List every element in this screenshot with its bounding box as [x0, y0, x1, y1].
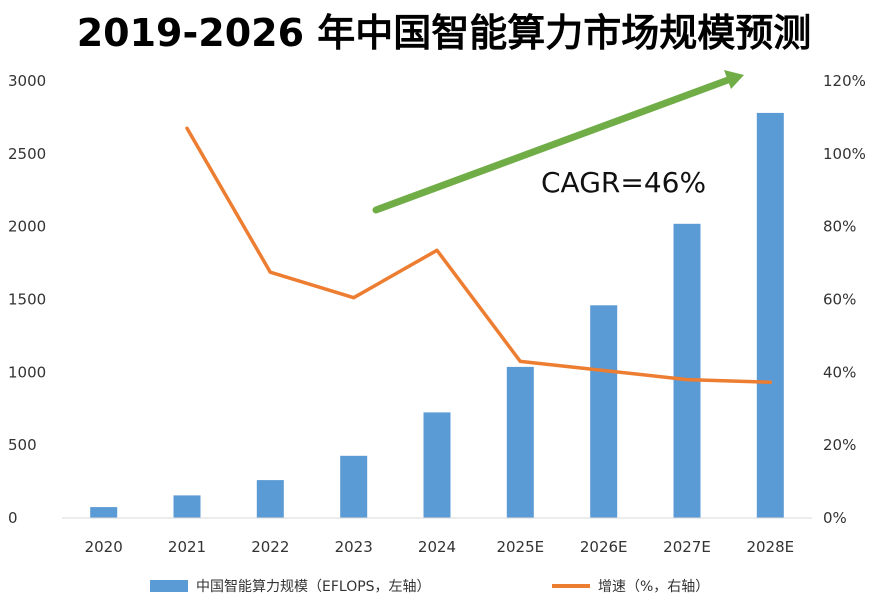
chart-title: 2019-2026 年中国智能算力市场规模预测: [76, 11, 812, 55]
left-tick-label: 2000: [8, 218, 46, 236]
bar-2028E: [756, 112, 784, 519]
legend: 中国智能算力规模（EFLOPS，左轴） 增速（%，右轴）: [0, 576, 888, 602]
x-tick-label: 2024: [418, 538, 456, 556]
right-tick-label: 40%: [823, 363, 856, 381]
x-tick-label: 2020: [85, 538, 123, 556]
left-tick-label: 1500: [8, 291, 46, 309]
legend-swatch-line: [552, 584, 590, 588]
bar-2023: [340, 455, 368, 518]
x-tick-label: 2025E: [496, 538, 544, 556]
x-tick-label: 2028E: [746, 538, 794, 556]
bar-2025E: [506, 366, 534, 518]
legend-item-growth: 增速（%，右轴）: [552, 576, 709, 596]
left-tick-label: 1000: [8, 363, 46, 381]
cagr-label: CAGR=46%: [541, 166, 706, 199]
right-tick-label: 0%: [823, 509, 847, 527]
right-tick-label: 60%: [823, 291, 856, 309]
right-tick-label: 80%: [823, 218, 856, 236]
bar-2021: [173, 495, 201, 518]
legend-label-scale: 中国智能算力规模（EFLOPS，左轴）: [196, 579, 431, 595]
x-tick-label: 2027E: [663, 538, 711, 556]
x-tick-label: 2023: [335, 538, 373, 556]
left-tick-label: 3000: [8, 72, 46, 90]
right-tick-label: 20%: [823, 436, 856, 454]
legend-item-scale: 中国智能算力规模（EFLOPS，左轴）: [150, 576, 431, 596]
left-tick-label: 2500: [8, 145, 46, 163]
right-tick-label: 120%: [823, 72, 866, 90]
left-axis-ticks: 0 500 1000 1500 2000 2500 3000: [8, 72, 46, 527]
legend-swatch-bar: [150, 580, 188, 592]
bar-2026E: [590, 305, 618, 518]
legend-label-growth: 增速（%，右轴）: [598, 579, 710, 595]
x-axis-ticks: 2020 2021 2022 2023 2024 2025E 2026E 2027E 2028E: [85, 538, 795, 556]
bars-layer: [90, 112, 784, 519]
cagr-arrow-head: [724, 70, 744, 89]
bar-2022: [256, 480, 284, 518]
bar-2027E: [673, 223, 701, 519]
left-tick-label: 0: [8, 509, 18, 527]
cagr-arrow-shaft: [372, 76, 732, 214]
x-tick-label: 2021: [168, 538, 206, 556]
growth-line-layer: [185, 126, 773, 384]
growth-line: [185, 126, 773, 384]
bar-2024: [423, 412, 451, 518]
x-tick-label: 2026E: [580, 538, 628, 556]
cagr-annotation: CAGR=46%: [372, 70, 744, 214]
x-tick-label: 2022: [251, 538, 289, 556]
right-axis-ticks: 0% 20% 40% 60% 80% 100% 120%: [823, 72, 866, 527]
bar-2020: [90, 507, 118, 518]
right-tick-label: 100%: [823, 145, 866, 163]
left-tick-label: 500: [8, 436, 37, 454]
